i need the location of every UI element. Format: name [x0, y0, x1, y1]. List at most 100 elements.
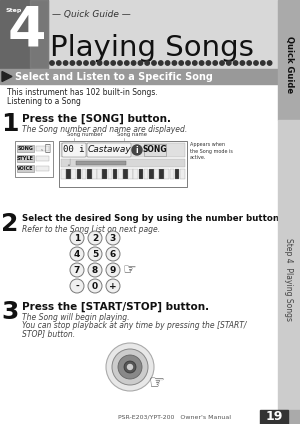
- Text: 4: 4: [8, 4, 46, 58]
- Circle shape: [200, 61, 204, 65]
- Circle shape: [124, 61, 129, 65]
- Text: ⌖: ⌖: [45, 142, 51, 152]
- Text: Listening to a Song: Listening to a Song: [7, 97, 81, 106]
- Text: 4: 4: [74, 250, 80, 259]
- Circle shape: [106, 231, 120, 245]
- Circle shape: [124, 361, 136, 373]
- Text: i: i: [136, 146, 138, 155]
- Bar: [15, 141, 53, 177]
- Circle shape: [254, 61, 258, 65]
- Bar: [36, 166, 49, 171]
- Circle shape: [77, 61, 81, 65]
- Text: 3: 3: [110, 234, 116, 243]
- Text: 5: 5: [92, 250, 98, 259]
- Bar: [17, 155, 34, 162]
- Text: Press the [SONG] button.: Press the [SONG] button.: [22, 114, 171, 124]
- Bar: [17, 165, 34, 172]
- Text: 2: 2: [1, 212, 19, 236]
- Circle shape: [267, 61, 272, 65]
- Bar: [59, 141, 187, 187]
- Circle shape: [131, 61, 136, 65]
- Bar: [17, 145, 34, 152]
- Circle shape: [104, 61, 109, 65]
- Text: Quick Guide: Quick Guide: [284, 36, 293, 94]
- Text: 9: 9: [110, 266, 116, 275]
- Circle shape: [70, 247, 84, 261]
- Circle shape: [70, 263, 84, 277]
- Bar: [82, 169, 86, 179]
- Text: Press the [START/STOP] button.: Press the [START/STOP] button.: [22, 302, 209, 312]
- Text: 0: 0: [92, 282, 98, 291]
- Text: The Song will begin playing.: The Song will begin playing.: [22, 313, 130, 322]
- Circle shape: [106, 263, 120, 277]
- Bar: [0, 0, 278, 68]
- Bar: [144, 144, 166, 156]
- Text: PSR-E203/YPT-200   Owner's Manual: PSR-E203/YPT-200 Owner's Manual: [118, 415, 232, 419]
- Text: The Song number and name are displayed.: The Song number and name are displayed.: [22, 125, 187, 134]
- Bar: [61, 169, 66, 179]
- Circle shape: [233, 61, 238, 65]
- Text: 8: 8: [92, 266, 98, 275]
- Circle shape: [193, 61, 197, 65]
- Bar: [169, 169, 174, 179]
- Bar: [76, 161, 126, 165]
- Circle shape: [70, 231, 84, 245]
- Bar: [102, 169, 107, 179]
- Bar: [278, 120, 300, 410]
- Text: 19: 19: [265, 410, 283, 424]
- Bar: [76, 169, 81, 179]
- Text: STOP] button.: STOP] button.: [22, 329, 75, 338]
- Text: Playing Songs: Playing Songs: [50, 34, 254, 62]
- Text: Appears when
the Song mode is
active.: Appears when the Song mode is active.: [190, 142, 233, 160]
- Text: 7: 7: [74, 266, 80, 275]
- Text: VOICE: VOICE: [17, 166, 34, 171]
- Bar: [36, 146, 49, 151]
- Circle shape: [84, 61, 88, 65]
- Bar: [260, 410, 288, 424]
- Circle shape: [63, 61, 68, 65]
- Text: Select and Listen to a Specific Song: Select and Listen to a Specific Song: [15, 72, 213, 81]
- Bar: [278, 410, 300, 424]
- Circle shape: [106, 247, 120, 261]
- Text: Song name: Song name: [117, 132, 147, 137]
- Bar: [149, 169, 154, 179]
- FancyBboxPatch shape: [87, 143, 131, 157]
- Circle shape: [57, 61, 61, 65]
- Text: 6: 6: [110, 250, 116, 259]
- Circle shape: [112, 349, 148, 385]
- Circle shape: [145, 61, 149, 65]
- Circle shape: [247, 61, 251, 65]
- Bar: [164, 169, 169, 179]
- Bar: [123, 169, 128, 179]
- Bar: [278, 0, 300, 120]
- Circle shape: [152, 61, 156, 65]
- Text: SONG: SONG: [143, 145, 167, 154]
- Circle shape: [118, 355, 142, 379]
- Text: This instrument has 102 built-in Songs.: This instrument has 102 built-in Songs.: [7, 88, 158, 97]
- Text: — Quick Guide —: — Quick Guide —: [52, 9, 131, 19]
- Bar: [154, 169, 159, 179]
- Circle shape: [179, 61, 183, 65]
- Circle shape: [91, 61, 95, 65]
- Circle shape: [261, 61, 265, 65]
- Circle shape: [70, 279, 84, 293]
- Bar: [87, 169, 92, 179]
- Text: +: +: [109, 282, 117, 291]
- Circle shape: [98, 61, 102, 65]
- Text: Select the desired Song by using the number buttons [0]-[9], [+], [-].: Select the desired Song by using the num…: [22, 214, 300, 223]
- Circle shape: [88, 279, 102, 293]
- Text: 2: 2: [92, 234, 98, 243]
- Circle shape: [106, 279, 120, 293]
- Bar: [92, 169, 97, 179]
- Circle shape: [186, 61, 190, 65]
- Circle shape: [118, 61, 122, 65]
- Bar: [113, 169, 117, 179]
- Bar: [0, 0, 48, 68]
- Bar: [128, 169, 133, 179]
- Text: ♩: ♩: [66, 158, 70, 168]
- Bar: [139, 169, 143, 179]
- Text: ☞: ☞: [123, 262, 136, 277]
- Bar: [97, 169, 102, 179]
- Circle shape: [88, 263, 102, 277]
- Circle shape: [159, 61, 163, 65]
